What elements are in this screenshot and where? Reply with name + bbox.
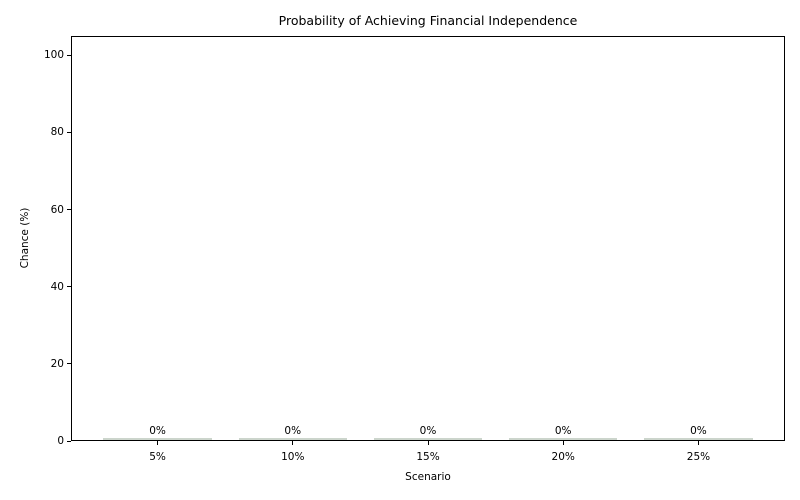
- x-tick-label: 25%: [686, 451, 711, 463]
- y-tick-mark: [67, 209, 71, 211]
- y-tick-mark: [67, 363, 71, 365]
- y-tick-mark: [67, 131, 71, 133]
- bar-value-label: 0%: [149, 425, 166, 437]
- x-tick-mark: [562, 441, 564, 445]
- bar: [373, 438, 483, 440]
- bar: [644, 438, 753, 440]
- x-tick-mark: [697, 441, 699, 445]
- x-tick-label: 10%: [281, 451, 305, 463]
- y-tick-label: 0: [57, 435, 64, 447]
- bar: [238, 438, 347, 440]
- y-tick-label: 60: [50, 203, 64, 216]
- x-tick-label: 5%: [149, 451, 166, 463]
- bar: [103, 438, 212, 440]
- x-tick-label: 15%: [416, 451, 440, 463]
- plot-area: [71, 36, 785, 441]
- x-tick-mark: [427, 441, 429, 445]
- bar-value-label: 0%: [554, 425, 572, 437]
- x-tick-mark: [292, 441, 294, 445]
- bar-value-label: 0%: [284, 425, 302, 437]
- y-tick-mark: [67, 440, 71, 442]
- y-tick-label: 80: [50, 126, 64, 139]
- bar: [509, 438, 618, 440]
- y-tick-label: 100: [43, 49, 64, 62]
- y-tick-mark: [67, 286, 71, 288]
- y-tick-mark: [67, 54, 71, 56]
- chart-title: Probability of Achieving Financial Indep…: [278, 13, 578, 28]
- bar-value-label: 0%: [690, 425, 707, 437]
- bar-value-label: 0%: [419, 425, 437, 437]
- y-tick-label: 40: [50, 280, 64, 293]
- x-tick-mark: [157, 441, 159, 445]
- y-tick-label: 20: [50, 357, 64, 370]
- x-tick-label: 20%: [551, 451, 575, 463]
- y-axis-label: Chance (%): [19, 207, 31, 269]
- x-axis-label: Scenario: [405, 471, 451, 483]
